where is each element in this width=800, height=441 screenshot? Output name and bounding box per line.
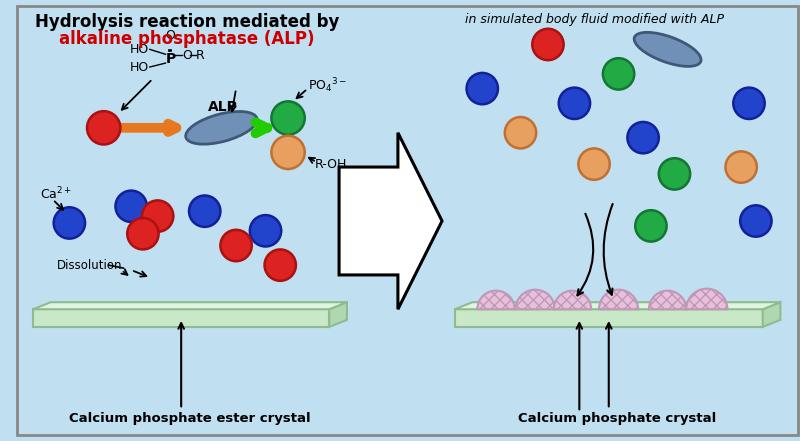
Ellipse shape [54,207,85,239]
Ellipse shape [189,195,221,227]
Text: in simulated body fluid modified with ALP: in simulated body fluid modified with AL… [465,13,723,26]
Polygon shape [339,133,442,309]
Ellipse shape [578,149,610,180]
Ellipse shape [221,230,252,261]
Wedge shape [686,289,727,309]
Ellipse shape [627,122,658,153]
Ellipse shape [115,191,147,222]
Ellipse shape [466,73,498,104]
Ellipse shape [265,250,296,281]
Polygon shape [762,302,780,327]
Ellipse shape [740,206,771,237]
Ellipse shape [734,88,765,119]
Ellipse shape [726,151,757,183]
Polygon shape [33,302,347,309]
Ellipse shape [250,215,282,247]
Text: Ca$^{2+}$: Ca$^{2+}$ [40,185,72,202]
Ellipse shape [558,88,590,119]
Wedge shape [649,291,686,309]
Text: Hydrolysis reaction mediated by: Hydrolysis reaction mediated by [35,13,339,31]
Polygon shape [330,302,347,327]
Wedge shape [478,291,514,309]
Ellipse shape [658,158,690,190]
Ellipse shape [142,200,174,232]
Ellipse shape [603,58,634,90]
Text: HO: HO [130,43,149,56]
Ellipse shape [532,29,564,60]
Polygon shape [454,309,762,327]
Polygon shape [33,309,330,327]
Text: R-OH: R-OH [314,157,347,171]
Ellipse shape [635,210,666,242]
Text: Calcium phosphate ester crystal: Calcium phosphate ester crystal [69,412,311,425]
Text: P: P [166,52,175,66]
Ellipse shape [186,112,257,144]
Text: alkaline phosphatase (ALP): alkaline phosphatase (ALP) [59,30,315,48]
Ellipse shape [634,32,701,67]
Ellipse shape [271,136,305,169]
Text: ALP: ALP [209,100,238,114]
Ellipse shape [87,111,120,145]
Text: Dissolution: Dissolution [57,258,122,272]
Ellipse shape [505,117,536,149]
Wedge shape [515,290,555,309]
Text: O: O [182,49,192,62]
Text: HO: HO [130,60,149,74]
Ellipse shape [271,101,305,135]
Polygon shape [454,302,780,309]
Ellipse shape [127,218,158,250]
Wedge shape [554,291,591,309]
Text: O: O [166,29,175,41]
Text: Calcium phosphate crystal: Calcium phosphate crystal [518,412,717,425]
Wedge shape [599,290,638,309]
Text: PO$_4$$^{3-}$: PO$_4$$^{3-}$ [308,76,347,95]
Text: R: R [196,49,205,62]
